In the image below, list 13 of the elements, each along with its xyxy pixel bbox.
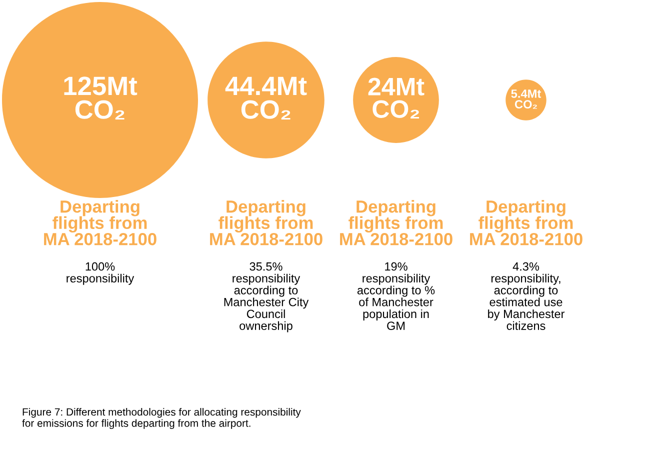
data-label: 24Mt CO₂ bbox=[368, 78, 424, 118]
text: 100% responsibility bbox=[66, 262, 134, 285]
text: 19% responsibility according to % of Manchester population in GM bbox=[357, 262, 435, 330]
text: 4.3% responsibility, according to estimated use by Manchester citizens bbox=[488, 262, 565, 330]
category-label: Departing flights from MA 2018-2100 bbox=[44, 200, 156, 246]
data-label: 125Mt CO₂ bbox=[64, 76, 138, 120]
data-label: 44.4Mt CO₂ bbox=[225, 76, 307, 120]
category-label: Departing flights from MA 2018-2100 bbox=[470, 200, 582, 246]
category-label: Departing flights from MA 2018-2100 bbox=[340, 200, 452, 246]
data-label: 5.4Mt CO₂ bbox=[511, 90, 542, 109]
text: 35.5% responsibility according to Manchester City Council ownership bbox=[224, 262, 309, 332]
category-label: Departing flights from MA 2018-2100 bbox=[210, 200, 322, 246]
caption: Figure 7: Different methodologies for allocating responsibility for emissions for flights departing from the airport. bbox=[22, 408, 301, 429]
